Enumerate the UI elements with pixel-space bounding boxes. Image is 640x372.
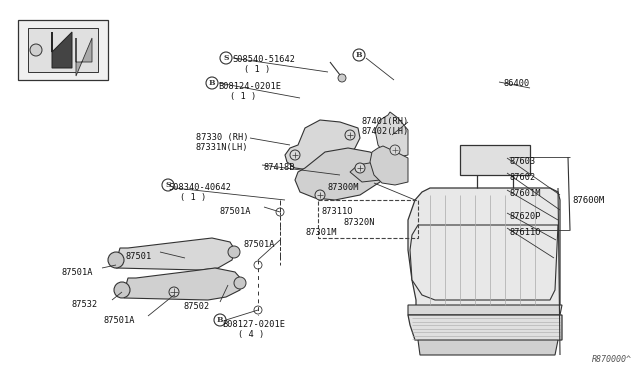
Text: ( 1 ): ( 1 ) — [230, 92, 256, 101]
Text: 87402(LH): 87402(LH) — [362, 127, 409, 136]
Polygon shape — [418, 340, 558, 355]
Text: 87501A: 87501A — [220, 207, 252, 216]
Text: 87600M: 87600M — [572, 196, 604, 205]
Polygon shape — [460, 145, 530, 175]
Circle shape — [254, 261, 262, 269]
Circle shape — [30, 44, 42, 56]
Text: 87532: 87532 — [72, 300, 99, 309]
Text: 87311O: 87311O — [322, 207, 353, 216]
Circle shape — [353, 49, 365, 61]
Polygon shape — [18, 20, 108, 80]
Text: 87418B: 87418B — [264, 163, 296, 172]
Polygon shape — [408, 305, 562, 315]
Text: 87320N: 87320N — [344, 218, 376, 227]
Polygon shape — [28, 28, 98, 72]
Polygon shape — [375, 112, 408, 158]
Text: 87620P: 87620P — [509, 212, 541, 221]
Circle shape — [206, 77, 218, 89]
Circle shape — [228, 246, 240, 258]
Circle shape — [345, 130, 355, 140]
Text: 87501A: 87501A — [104, 316, 136, 325]
Text: 87401(RH): 87401(RH) — [362, 117, 409, 126]
Circle shape — [390, 145, 400, 155]
Text: 87330 (RH): 87330 (RH) — [196, 133, 248, 142]
Text: S08540-51642: S08540-51642 — [232, 55, 295, 64]
Circle shape — [276, 208, 284, 216]
Text: 87603: 87603 — [509, 157, 535, 166]
Polygon shape — [52, 32, 72, 68]
Polygon shape — [295, 148, 388, 200]
Text: B: B — [209, 79, 215, 87]
Polygon shape — [370, 146, 408, 185]
Circle shape — [220, 52, 232, 64]
Text: 87611O: 87611O — [509, 228, 541, 237]
Text: 87602: 87602 — [509, 173, 535, 182]
Text: S08340-40642: S08340-40642 — [168, 183, 231, 192]
Text: 87501A: 87501A — [62, 268, 93, 277]
Text: B08127-0201E: B08127-0201E — [222, 320, 285, 329]
Polygon shape — [116, 238, 235, 270]
Polygon shape — [350, 162, 388, 182]
Text: R870000^: R870000^ — [592, 355, 632, 364]
Text: ( 4 ): ( 4 ) — [238, 330, 264, 339]
Polygon shape — [124, 268, 242, 300]
Circle shape — [114, 282, 130, 298]
Polygon shape — [408, 188, 560, 310]
Text: ( 1 ): ( 1 ) — [180, 193, 206, 202]
Text: 87601M: 87601M — [509, 189, 541, 198]
Polygon shape — [285, 120, 360, 170]
Bar — [318, 200, 418, 238]
Text: 87300M: 87300M — [328, 183, 360, 192]
Text: B: B — [217, 316, 223, 324]
Text: 87501A: 87501A — [244, 240, 275, 249]
Circle shape — [108, 252, 124, 268]
Circle shape — [169, 287, 179, 297]
Text: 87502: 87502 — [184, 302, 211, 311]
Text: 86400: 86400 — [503, 79, 529, 88]
Circle shape — [254, 306, 262, 314]
Text: 87501: 87501 — [126, 252, 152, 261]
Circle shape — [290, 150, 300, 160]
Text: S: S — [223, 54, 228, 62]
Circle shape — [214, 314, 226, 326]
Circle shape — [338, 74, 346, 82]
Circle shape — [162, 179, 174, 191]
Circle shape — [355, 163, 365, 173]
Text: 87301M: 87301M — [306, 228, 337, 237]
Text: S: S — [165, 181, 171, 189]
Text: B: B — [356, 51, 362, 59]
Circle shape — [234, 277, 246, 289]
Text: B08124-0201E: B08124-0201E — [218, 82, 281, 91]
Polygon shape — [76, 38, 92, 76]
Polygon shape — [408, 315, 562, 340]
Text: ( 1 ): ( 1 ) — [244, 65, 270, 74]
Text: 87331N(LH): 87331N(LH) — [196, 143, 248, 152]
Polygon shape — [410, 225, 558, 300]
Circle shape — [315, 190, 325, 200]
